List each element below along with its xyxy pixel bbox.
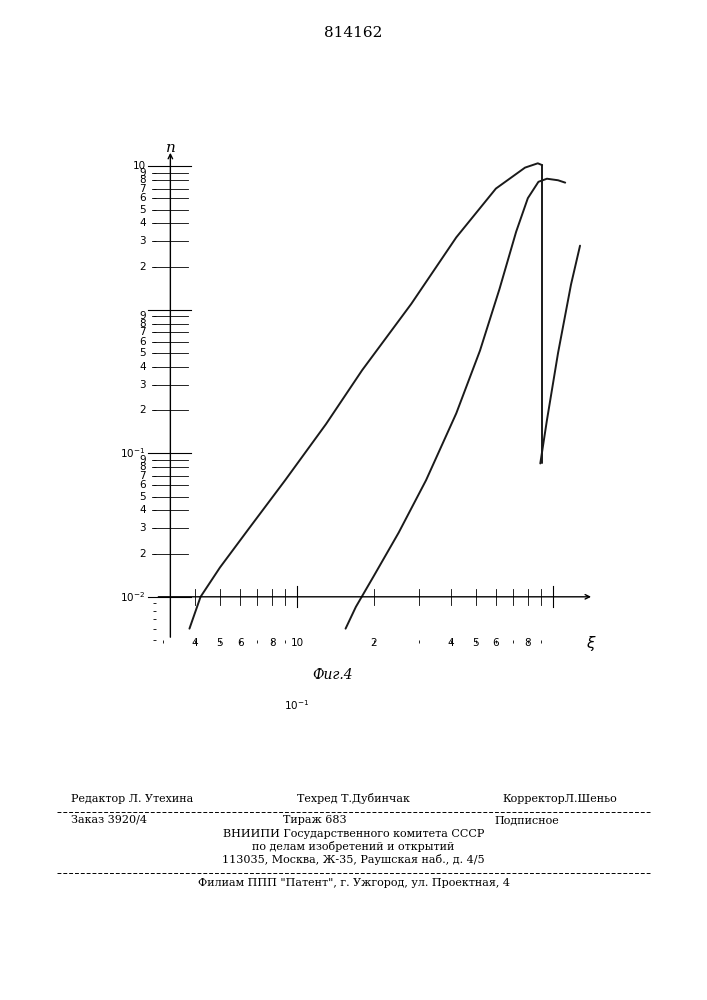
Text: 4: 4 — [139, 218, 146, 228]
Text: 3: 3 — [139, 236, 146, 246]
Text: 113035, Москва, Ж-35, Раушская наб., д. 4/5: 113035, Москва, Ж-35, Раушская наб., д. … — [222, 854, 485, 865]
Text: 4: 4 — [192, 638, 199, 648]
Text: $10^{-1}$: $10^{-1}$ — [120, 446, 146, 460]
Text: Заказ 3920/4: Заказ 3920/4 — [71, 815, 146, 825]
Text: $10^{-1}$: $10^{-1}$ — [284, 698, 310, 712]
Text: 8: 8 — [139, 462, 146, 472]
Text: 6: 6 — [237, 638, 243, 648]
Text: 2: 2 — [139, 405, 146, 415]
Text: n: n — [165, 141, 175, 155]
Text: 6: 6 — [139, 480, 146, 490]
Text: Тираж 683: Тираж 683 — [283, 815, 346, 825]
Text: 4: 4 — [448, 638, 454, 648]
Text: 2: 2 — [139, 262, 146, 272]
Text: 7: 7 — [139, 327, 146, 337]
Text: 7: 7 — [139, 184, 146, 194]
Text: Фиг.4: Фиг.4 — [312, 668, 353, 682]
Text: 8: 8 — [525, 638, 531, 648]
Text: 2: 2 — [370, 638, 378, 648]
Text: Филиам ППП "Патент", г. Ужгород, ул. Проектная, 4: Филиам ППП "Патент", г. Ужгород, ул. Про… — [197, 878, 510, 888]
Text: 5: 5 — [216, 638, 223, 648]
Text: Подписное: Подписное — [495, 815, 560, 825]
Text: КорректорЛ.Шеньо: КорректорЛ.Шеньо — [502, 794, 617, 804]
Text: 10: 10 — [132, 161, 146, 171]
Text: 6: 6 — [139, 337, 146, 347]
Text: Редактор Л. Утехина: Редактор Л. Утехина — [71, 794, 193, 804]
Text: 4: 4 — [139, 505, 146, 515]
Text: Техред Т.Дубинчак: Техред Т.Дубинчак — [297, 793, 410, 804]
Text: 10: 10 — [291, 638, 303, 648]
Text: 8: 8 — [139, 319, 146, 329]
Text: 6: 6 — [493, 638, 499, 648]
Text: по делам изобретений и открытий: по делам изобретений и открытий — [252, 841, 455, 852]
Text: 8: 8 — [269, 638, 276, 648]
Text: 3: 3 — [139, 523, 146, 533]
Text: 9: 9 — [139, 168, 146, 178]
Text: 3: 3 — [139, 380, 146, 390]
Text: 5: 5 — [139, 492, 146, 502]
Text: 9: 9 — [139, 311, 146, 321]
Text: 814162: 814162 — [325, 26, 382, 40]
Text: 2: 2 — [139, 549, 146, 559]
Text: 7: 7 — [139, 471, 146, 481]
Text: 6: 6 — [139, 193, 146, 203]
Text: $\xi$: $\xi$ — [586, 634, 597, 653]
Text: 4: 4 — [139, 362, 146, 372]
Text: 8: 8 — [139, 175, 146, 185]
Text: $10^{-2}$: $10^{-2}$ — [120, 590, 146, 604]
Text: ВНИИПИ Государственного комитета СССР: ВНИИПИ Государственного комитета СССР — [223, 829, 484, 839]
Text: 9: 9 — [139, 455, 146, 465]
Text: 5: 5 — [139, 205, 146, 215]
Text: 5: 5 — [472, 638, 479, 648]
Text: 5: 5 — [139, 348, 146, 358]
